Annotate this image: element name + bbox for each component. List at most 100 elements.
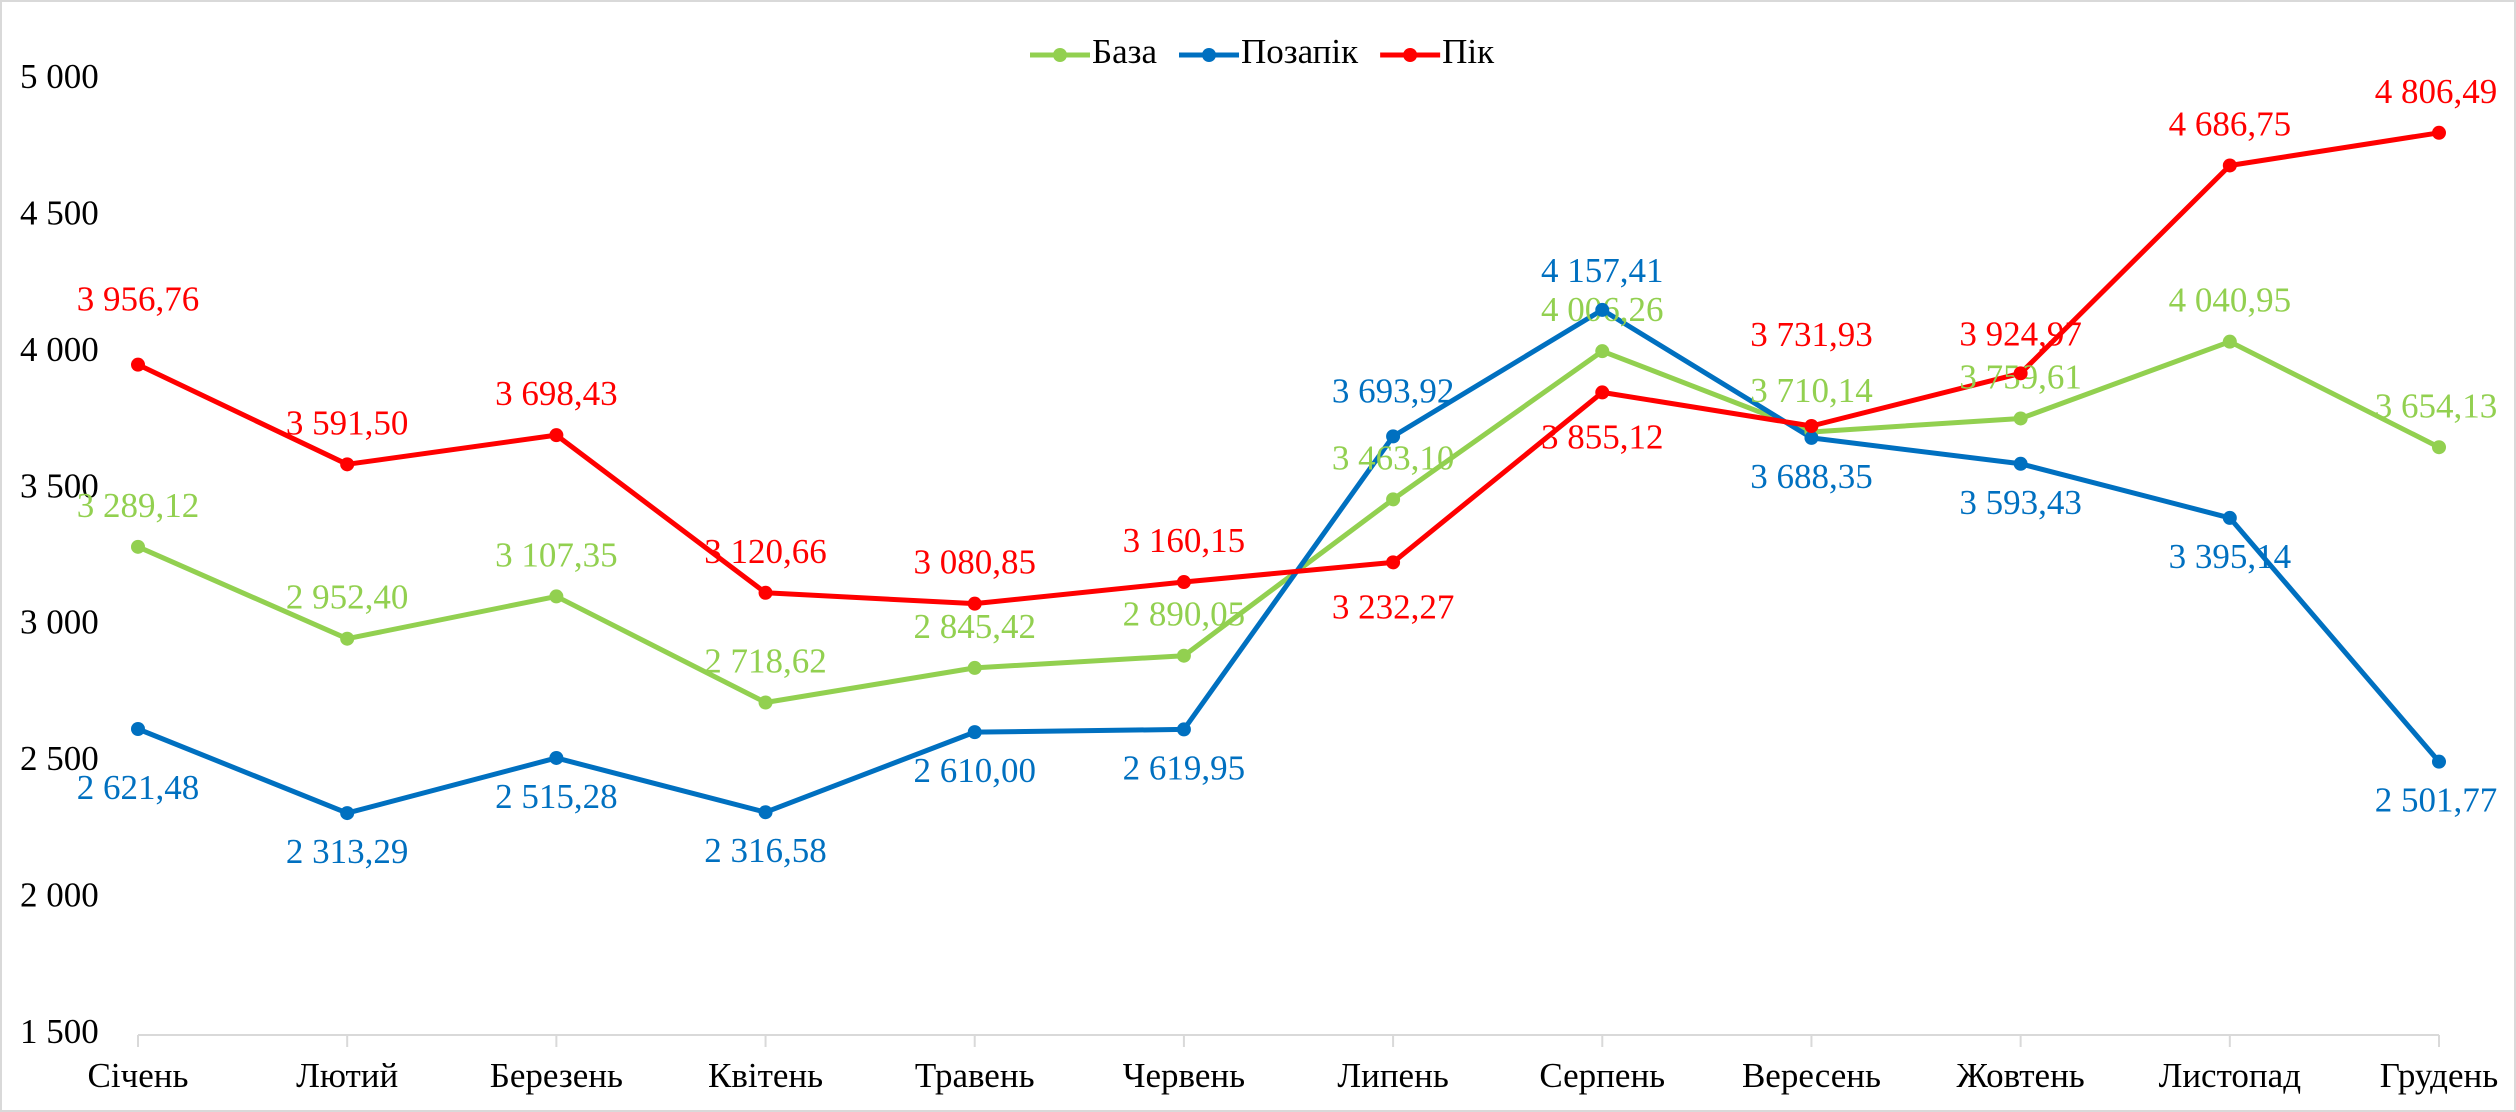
data-label: 2 501,77 — [2375, 781, 2498, 820]
series-marker — [2013, 456, 2028, 471]
x-tick-label: Грудень — [2380, 1056, 2498, 1095]
series-marker — [1595, 344, 1610, 359]
x-tick-label: Січень — [88, 1056, 189, 1095]
series-marker — [967, 660, 982, 675]
series-marker — [2432, 754, 2446, 769]
series-marker — [1386, 429, 1401, 444]
x-tick-label: Травень — [915, 1056, 1035, 1095]
data-label: 2 515,28 — [495, 777, 618, 816]
series-marker — [1386, 555, 1401, 570]
legend-label: База — [1092, 32, 1157, 71]
series-marker — [2013, 366, 2028, 381]
data-label: 3 080,85 — [913, 543, 1036, 582]
x-tick-label: Вересень — [1742, 1056, 1881, 1095]
data-label: 2 845,42 — [913, 607, 1036, 646]
data-label: 3 698,43 — [495, 374, 618, 413]
legend-marker — [1053, 48, 1067, 62]
legend-label: Позапік — [1241, 32, 1359, 71]
series-marker — [967, 596, 982, 611]
series-marker — [340, 631, 355, 646]
data-label: 3 591,50 — [286, 403, 409, 442]
x-tick-label: Квітень — [708, 1056, 823, 1095]
x-tick-label: Лютий — [296, 1056, 398, 1095]
data-label: 3 855,12 — [1541, 417, 1664, 456]
x-tick-label: Жовтень — [1957, 1056, 2085, 1095]
data-label: 3 463,10 — [1332, 438, 1455, 477]
data-label: 3 160,15 — [1123, 521, 1246, 560]
series-marker — [131, 357, 145, 372]
data-label: 2 890,05 — [1123, 595, 1246, 634]
data-label: 2 313,29 — [286, 832, 409, 871]
series-marker — [967, 725, 982, 740]
legend-label: Пік — [1442, 32, 1495, 71]
data-label: 4 040,95 — [2169, 281, 2292, 320]
series-line — [137, 307, 2441, 816]
data-label: 2 610,00 — [913, 751, 1036, 790]
y-tick-label: 1 500 — [20, 1012, 99, 1051]
data-label: 3 232,27 — [1332, 587, 1455, 626]
x-tick-label: Листопад — [2159, 1056, 2302, 1095]
series-line — [136, 339, 2441, 705]
data-label: 3 654,13 — [2375, 386, 2498, 425]
series-marker — [2222, 510, 2237, 525]
series-marker — [1804, 430, 1819, 445]
series-marker — [758, 695, 773, 710]
series-marker — [549, 428, 564, 443]
x-tick-label: Березень — [490, 1056, 623, 1095]
series-marker — [1176, 575, 1191, 590]
series-marker — [2222, 334, 2237, 349]
series-marker — [549, 750, 564, 765]
y-tick-label: 5 000 — [20, 57, 99, 96]
series-marker — [2432, 125, 2446, 140]
y-tick-label: 4 000 — [20, 330, 99, 369]
data-label: 3 710,14 — [1750, 371, 1873, 410]
x-tick-label: Червень — [1123, 1056, 1245, 1095]
data-label: 3 289,12 — [77, 486, 200, 525]
data-label: 2 952,40 — [286, 578, 409, 617]
series-marker — [758, 805, 773, 820]
data-label: 4 157,41 — [1541, 251, 1664, 290]
data-label: 2 718,62 — [704, 642, 827, 681]
series-marker — [2222, 158, 2237, 173]
series-marker — [1176, 722, 1191, 737]
series-marker — [2013, 411, 2028, 426]
series-marker — [1595, 385, 1610, 400]
data-label: 3 924,97 — [1959, 314, 2082, 353]
series-marker — [758, 585, 773, 600]
data-label: 3 120,66 — [704, 532, 827, 571]
data-label: 3 395,14 — [2169, 537, 2292, 576]
data-label: 2 621,48 — [77, 768, 200, 807]
y-tick-label: 3 000 — [20, 603, 99, 642]
y-tick-label: 4 500 — [20, 193, 99, 232]
legend-marker — [1202, 48, 1216, 62]
legend-marker — [1403, 48, 1418, 62]
data-label: 3 593,43 — [1959, 483, 2082, 522]
series-marker — [1386, 492, 1401, 507]
data-label: 3 956,76 — [77, 280, 200, 319]
data-label: 3 107,35 — [495, 535, 618, 574]
data-label: 2 619,95 — [1123, 748, 1246, 787]
y-tick-label: 2 500 — [20, 739, 99, 778]
data-label: 4 686,75 — [2169, 105, 2292, 144]
series-marker — [1804, 419, 1819, 434]
series-marker — [131, 721, 145, 736]
data-label: 3 731,93 — [1750, 315, 1873, 354]
series-marker — [1176, 648, 1191, 663]
x-tick-label: Липень — [1337, 1056, 1448, 1095]
y-tick-label: 2 000 — [20, 876, 99, 915]
series-line — [136, 130, 2440, 607]
series-marker — [340, 457, 355, 472]
series-marker — [131, 539, 145, 554]
x-tick-label: Серпень — [1539, 1056, 1665, 1095]
data-label: 3 693,92 — [1332, 371, 1455, 410]
data-label: 2 316,58 — [704, 831, 827, 870]
y-tick-label: 3 500 — [20, 466, 99, 505]
data-label: 4 806,49 — [2375, 72, 2498, 111]
series-marker — [549, 589, 564, 604]
series-marker — [1595, 302, 1610, 317]
data-label: 3 688,35 — [1750, 457, 1873, 496]
series-marker — [340, 806, 355, 821]
series-marker — [2432, 440, 2446, 455]
